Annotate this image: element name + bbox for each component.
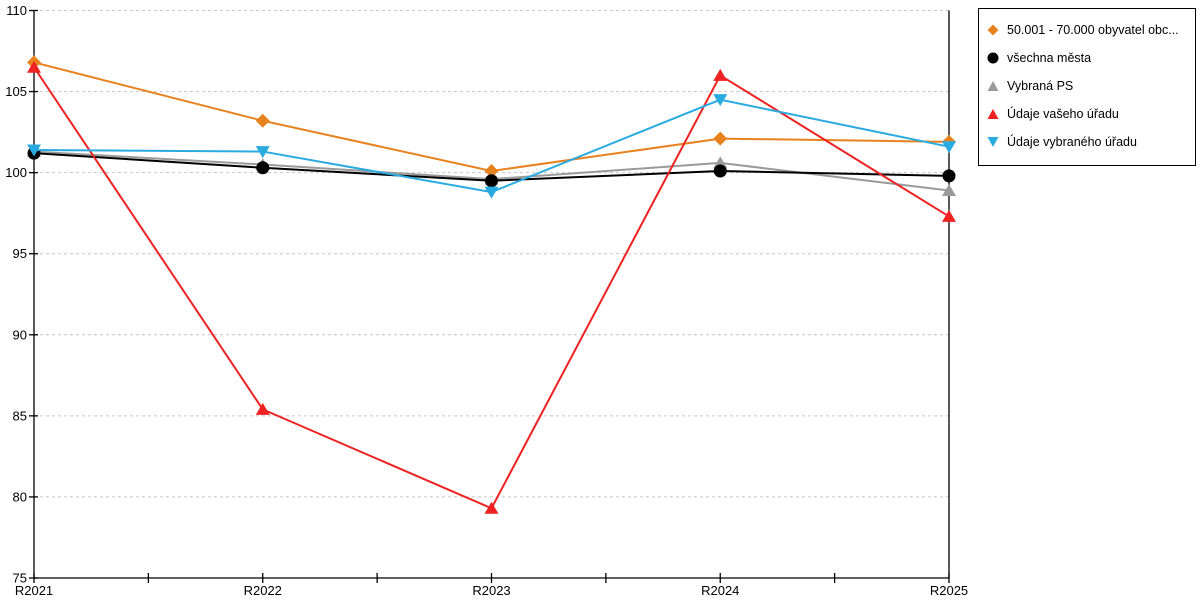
legend: 50.001 - 70.000 obyvatel obc... všechna m…	[978, 8, 1196, 166]
legend-item: 50.001 - 70.000 obyvatel obc...	[979, 16, 1195, 44]
y-tick-label: 80	[13, 489, 27, 504]
x-tick-label: R2021	[15, 583, 53, 598]
legend-item-label: Vybraná PS	[1007, 79, 1074, 93]
diamond-legend-icon	[987, 24, 999, 36]
data-point-marker	[255, 113, 270, 128]
data-point-marker	[713, 94, 728, 107]
x-tick-label: R2025	[930, 583, 968, 598]
y-tick-label: 90	[13, 327, 27, 342]
circle-legend-icon	[987, 52, 999, 64]
x-tick-label: R2022	[244, 583, 282, 598]
legend-item-label: Údaje vybraného úřadu	[1007, 135, 1137, 149]
data-point-marker	[256, 161, 270, 175]
legend-item: všechna města	[979, 44, 1195, 72]
triangle-up-legend-icon	[987, 81, 999, 91]
legend-item-label: všechna města	[1007, 51, 1092, 65]
series-line-0	[33, 61, 950, 173]
triangle-down-legend-icon	[987, 137, 999, 147]
data-point-marker	[713, 68, 728, 81]
y-tick-label: 110	[6, 3, 27, 18]
data-point-marker	[484, 186, 499, 199]
x-tick-label: R2024	[701, 583, 739, 598]
y-tick-label: 105	[5, 84, 27, 99]
data-point-marker	[484, 501, 499, 514]
data-point-marker	[255, 402, 270, 415]
data-point-marker	[713, 156, 728, 169]
data-point-marker	[713, 131, 728, 146]
y-tick-label: 75	[13, 571, 27, 586]
legend-item-label: 50.001 - 70.000 obyvatel obc...	[1007, 23, 1179, 37]
x-tick-label: R2023	[472, 583, 510, 598]
legend-item: Údaje vybraného úřadu	[979, 128, 1195, 156]
legend-item: Vybraná PS	[979, 72, 1195, 100]
data-point-marker	[942, 169, 956, 183]
data-point-marker	[942, 183, 956, 196]
data-point-marker	[485, 174, 498, 188]
y-tick-label: 100	[5, 165, 27, 180]
data-point-marker	[27, 144, 41, 157]
y-tick-label: 85	[13, 408, 27, 423]
data-point-marker	[942, 141, 956, 154]
data-point-marker	[484, 164, 499, 179]
legend-item-label: Údaje vašeho úřadu	[1007, 107, 1119, 121]
legend-item: Údaje vašeho úřadu	[979, 100, 1195, 128]
y-tick-label: 95	[13, 246, 27, 261]
series-line-3	[33, 66, 950, 510]
data-point-marker	[713, 164, 727, 178]
data-point-marker	[27, 60, 41, 73]
data-point-marker	[942, 209, 956, 222]
triangle-up-legend-icon	[987, 109, 999, 119]
data-point-marker	[255, 146, 270, 159]
